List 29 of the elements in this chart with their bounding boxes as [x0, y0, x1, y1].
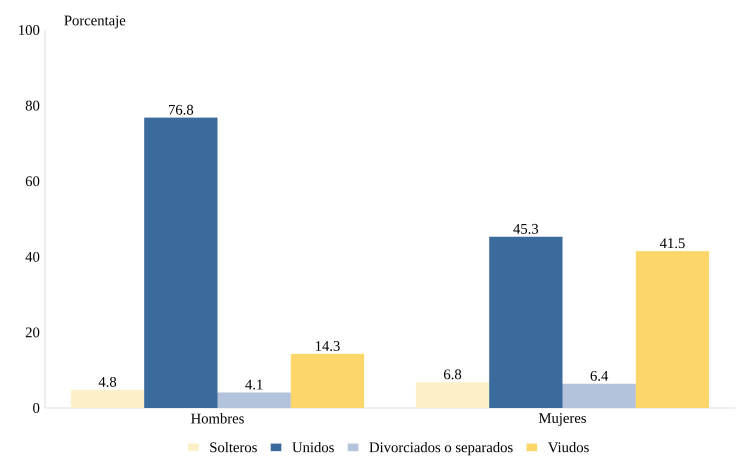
y-tick-label: 20 — [26, 327, 40, 338]
y-tick-label: 40 — [25, 252, 40, 262]
data-label: 6.8 — [444, 369, 462, 380]
x-tick-label: Hombres — [191, 413, 244, 424]
data-label: 6.4 — [590, 370, 608, 381]
legend-label: Viudos — [548, 442, 589, 452]
data-label: 14.3 — [316, 341, 340, 351]
data-label: 45.3 — [513, 224, 538, 234]
bar — [636, 251, 710, 408]
y-tick-label: 80 — [26, 100, 40, 111]
bar — [416, 382, 490, 408]
bar — [562, 384, 636, 408]
bar — [489, 236, 563, 408]
legend-label: Divorciados o separados — [369, 442, 513, 456]
y-axis-title: Porcentaje — [64, 16, 126, 28]
y-tick-label: 0 — [33, 403, 40, 413]
legend-label: Solteros — [210, 442, 257, 452]
legend-label: Unidos — [292, 442, 334, 452]
y-tick-label: 60 — [26, 176, 40, 186]
bar — [218, 392, 291, 408]
data-label: 76.8 — [168, 104, 194, 115]
x-tick-label: Mujeres — [538, 413, 586, 426]
data-label: 41.5 — [660, 238, 685, 248]
data-label: 4.8 — [98, 376, 116, 387]
bar — [70, 390, 144, 408]
bar — [290, 354, 364, 408]
bar — [144, 118, 218, 408]
data-label: 4.1 — [245, 380, 262, 390]
y-tick-label: 100 — [19, 25, 40, 35]
